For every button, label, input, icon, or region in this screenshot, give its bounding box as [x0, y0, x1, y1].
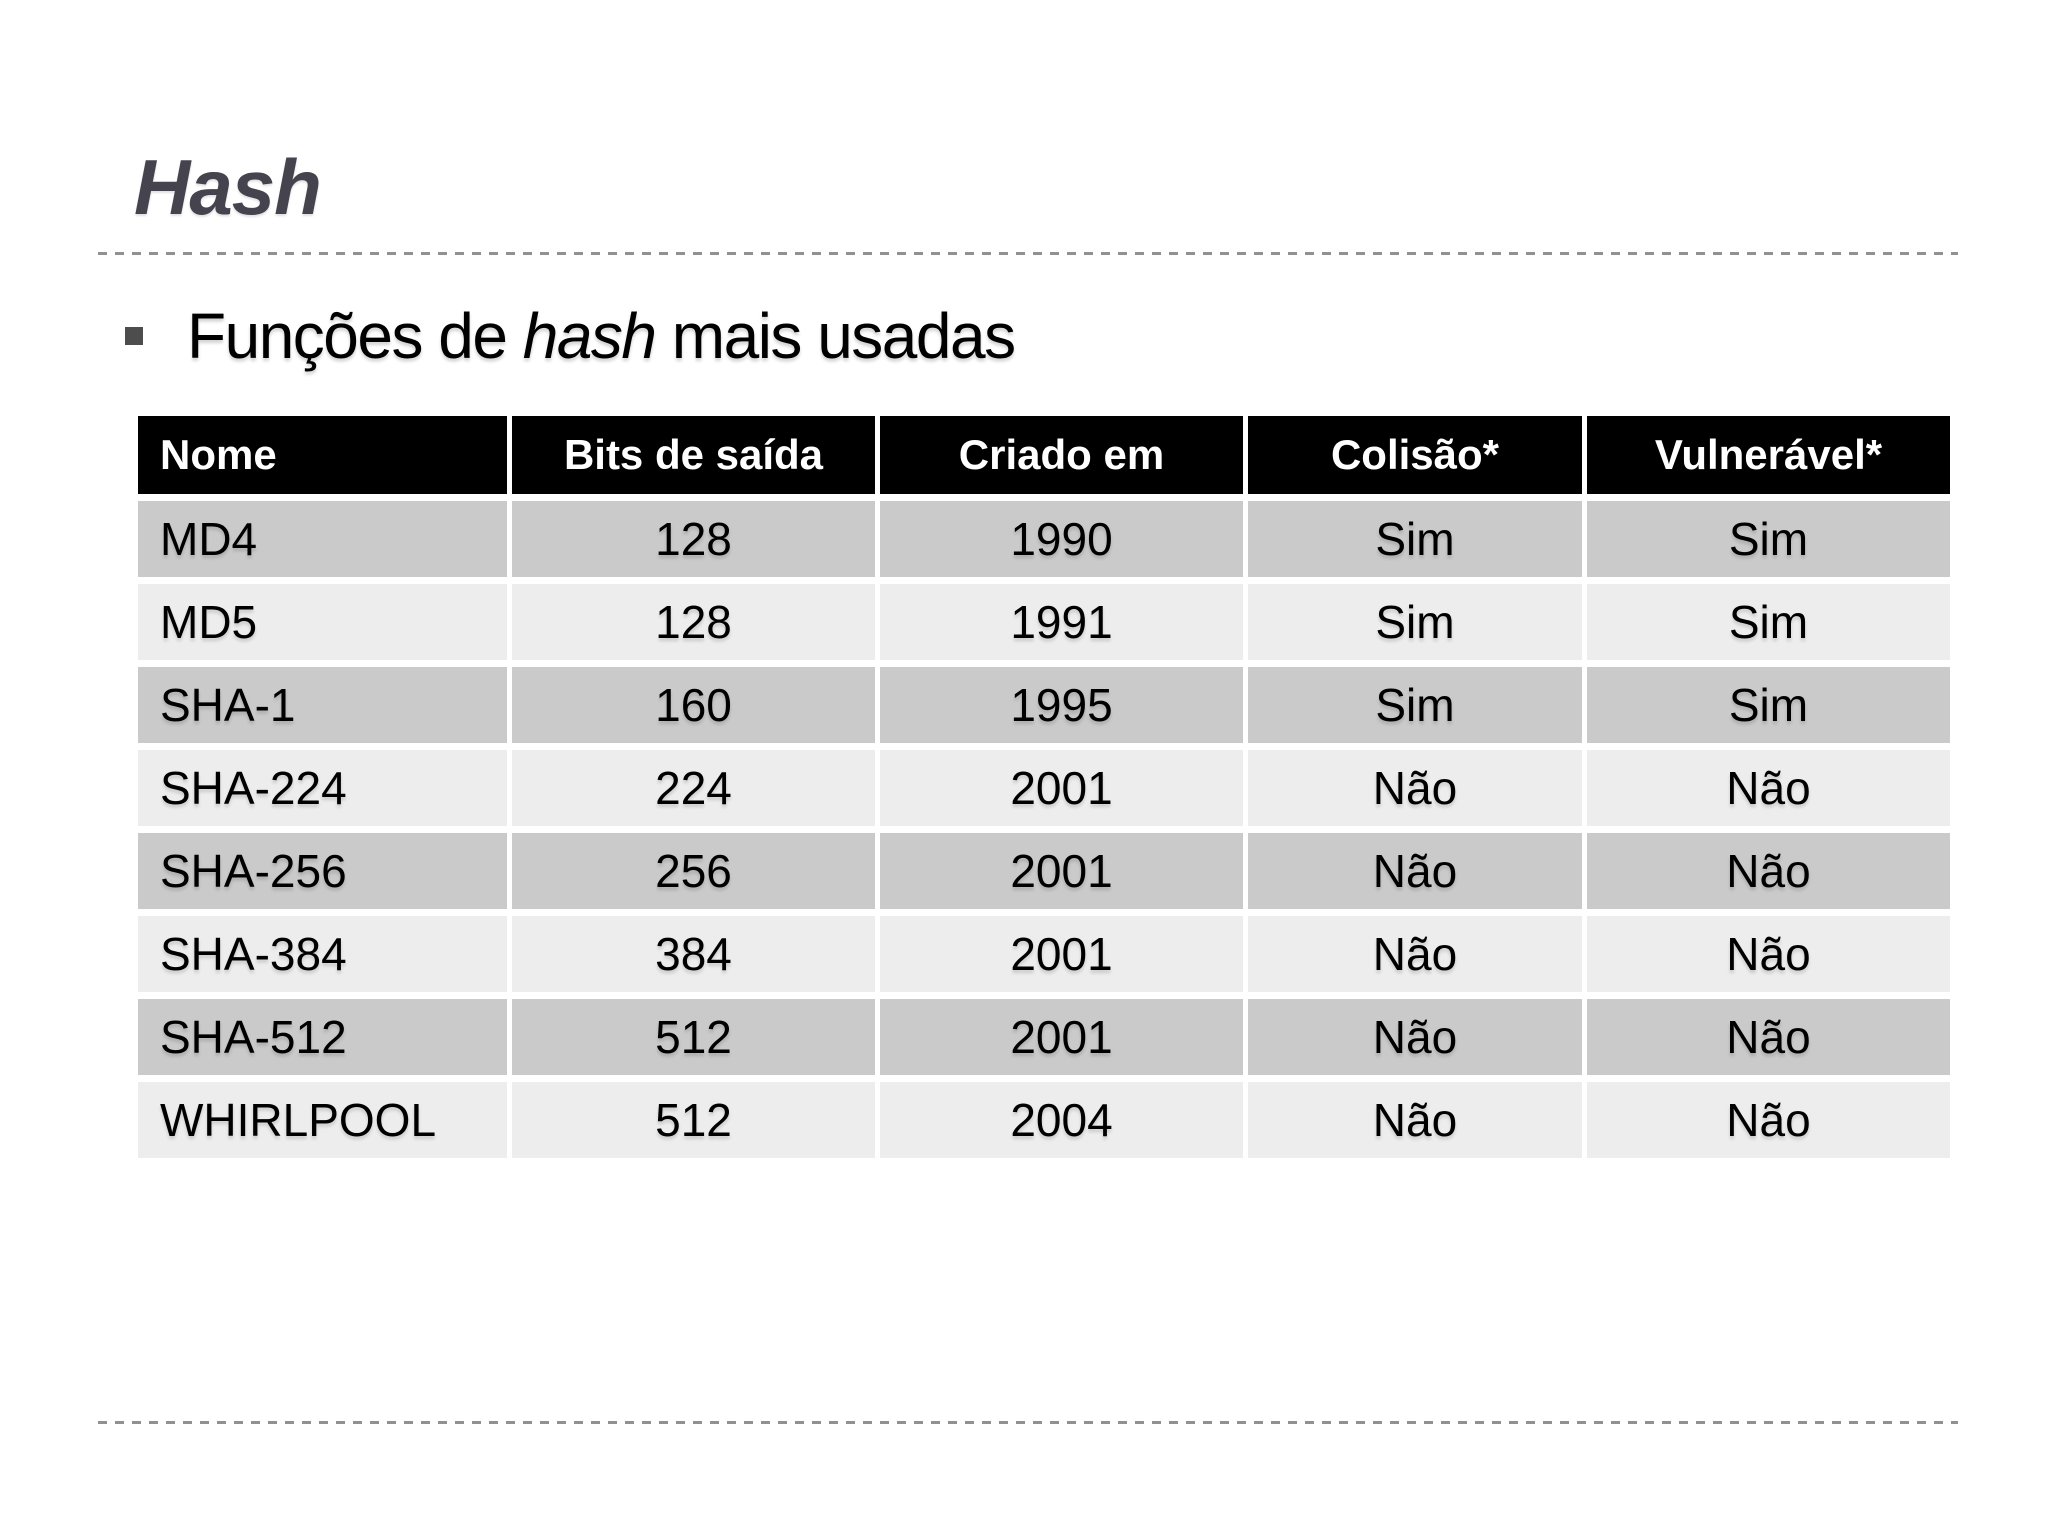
cell-bits: 128: [512, 501, 875, 577]
cell-vulnerable: Não: [1587, 916, 1950, 992]
bullet-text-suffix: mais usadas: [655, 300, 1016, 372]
table-row: SHA-256 256 2001 Não Não: [138, 833, 1950, 909]
bullet-text-italic: hash: [522, 300, 657, 372]
bullet-line: Funções de hash mais usadas: [125, 299, 1016, 373]
cell-vulnerable: Não: [1587, 999, 1950, 1075]
cell-name: MD4: [138, 501, 507, 577]
cell-bits: 512: [512, 999, 875, 1075]
table-row: WHIRLPOOL 512 2004 Não Não: [138, 1082, 1950, 1158]
cell-bits: 512: [512, 1082, 875, 1158]
footer-divider-line: [98, 1421, 1958, 1424]
bullet-text-prefix: Funções de: [187, 300, 523, 372]
cell-name: MD5: [138, 584, 507, 660]
cell-collision: Sim: [1248, 501, 1582, 577]
slide-title: Hash: [134, 143, 322, 231]
table-body: MD4 128 1990 Sim Sim MD5 128 1991 Sim Si…: [138, 501, 1950, 1158]
cell-vulnerable: Não: [1587, 750, 1950, 826]
cell-name: SHA-512: [138, 999, 507, 1075]
cell-year: 2001: [880, 833, 1243, 909]
table-row: SHA-224 224 2001 Não Não: [138, 750, 1950, 826]
cell-name: SHA-1: [138, 667, 507, 743]
cell-year: 1995: [880, 667, 1243, 743]
cell-vulnerable: Sim: [1587, 584, 1950, 660]
cell-name: SHA-256: [138, 833, 507, 909]
cell-bits: 384: [512, 916, 875, 992]
cell-collision: Não: [1248, 999, 1582, 1075]
cell-vulnerable: Sim: [1587, 501, 1950, 577]
table-row: MD4 128 1990 Sim Sim: [138, 501, 1950, 577]
cell-collision: Sim: [1248, 667, 1582, 743]
table-row: SHA-512 512 2001 Não Não: [138, 999, 1950, 1075]
bullet-square-icon: [125, 327, 143, 345]
table-row: MD5 128 1991 Sim Sim: [138, 584, 1950, 660]
cell-collision: Não: [1248, 750, 1582, 826]
cell-year: 2001: [880, 999, 1243, 1075]
cell-name: SHA-224: [138, 750, 507, 826]
cell-bits: 224: [512, 750, 875, 826]
cell-bits: 128: [512, 584, 875, 660]
cell-collision: Não: [1248, 833, 1582, 909]
bullet-text: Funções de hash mais usadas: [187, 299, 1016, 373]
cell-vulnerable: Não: [1587, 833, 1950, 909]
hash-functions-table: Nome Bits de saída Criado em Colisão* Vu…: [138, 416, 1950, 1158]
cell-year: 2001: [880, 750, 1243, 826]
cell-name: SHA-384: [138, 916, 507, 992]
header-cell-colisao: Colisão*: [1248, 416, 1582, 494]
cell-bits: 256: [512, 833, 875, 909]
cell-vulnerable: Não: [1587, 1082, 1950, 1158]
cell-collision: Sim: [1248, 584, 1582, 660]
header-cell-nome: Nome: [138, 416, 507, 494]
cell-collision: Não: [1248, 916, 1582, 992]
cell-vulnerable: Sim: [1587, 667, 1950, 743]
cell-collision: Não: [1248, 1082, 1582, 1158]
header-cell-bits: Bits de saída: [512, 416, 875, 494]
cell-year: 1990: [880, 501, 1243, 577]
title-divider-line: [98, 252, 1958, 255]
table-header-row: Nome Bits de saída Criado em Colisão* Vu…: [138, 416, 1950, 494]
table-row: SHA-1 160 1995 Sim Sim: [138, 667, 1950, 743]
cell-year: 2001: [880, 916, 1243, 992]
header-cell-vulneravel: Vulnerável*: [1587, 416, 1950, 494]
table-row: SHA-384 384 2001 Não Não: [138, 916, 1950, 992]
header-cell-criado: Criado em: [880, 416, 1243, 494]
cell-name: WHIRLPOOL: [138, 1082, 507, 1158]
cell-bits: 160: [512, 667, 875, 743]
cell-year: 2004: [880, 1082, 1243, 1158]
cell-year: 1991: [880, 584, 1243, 660]
